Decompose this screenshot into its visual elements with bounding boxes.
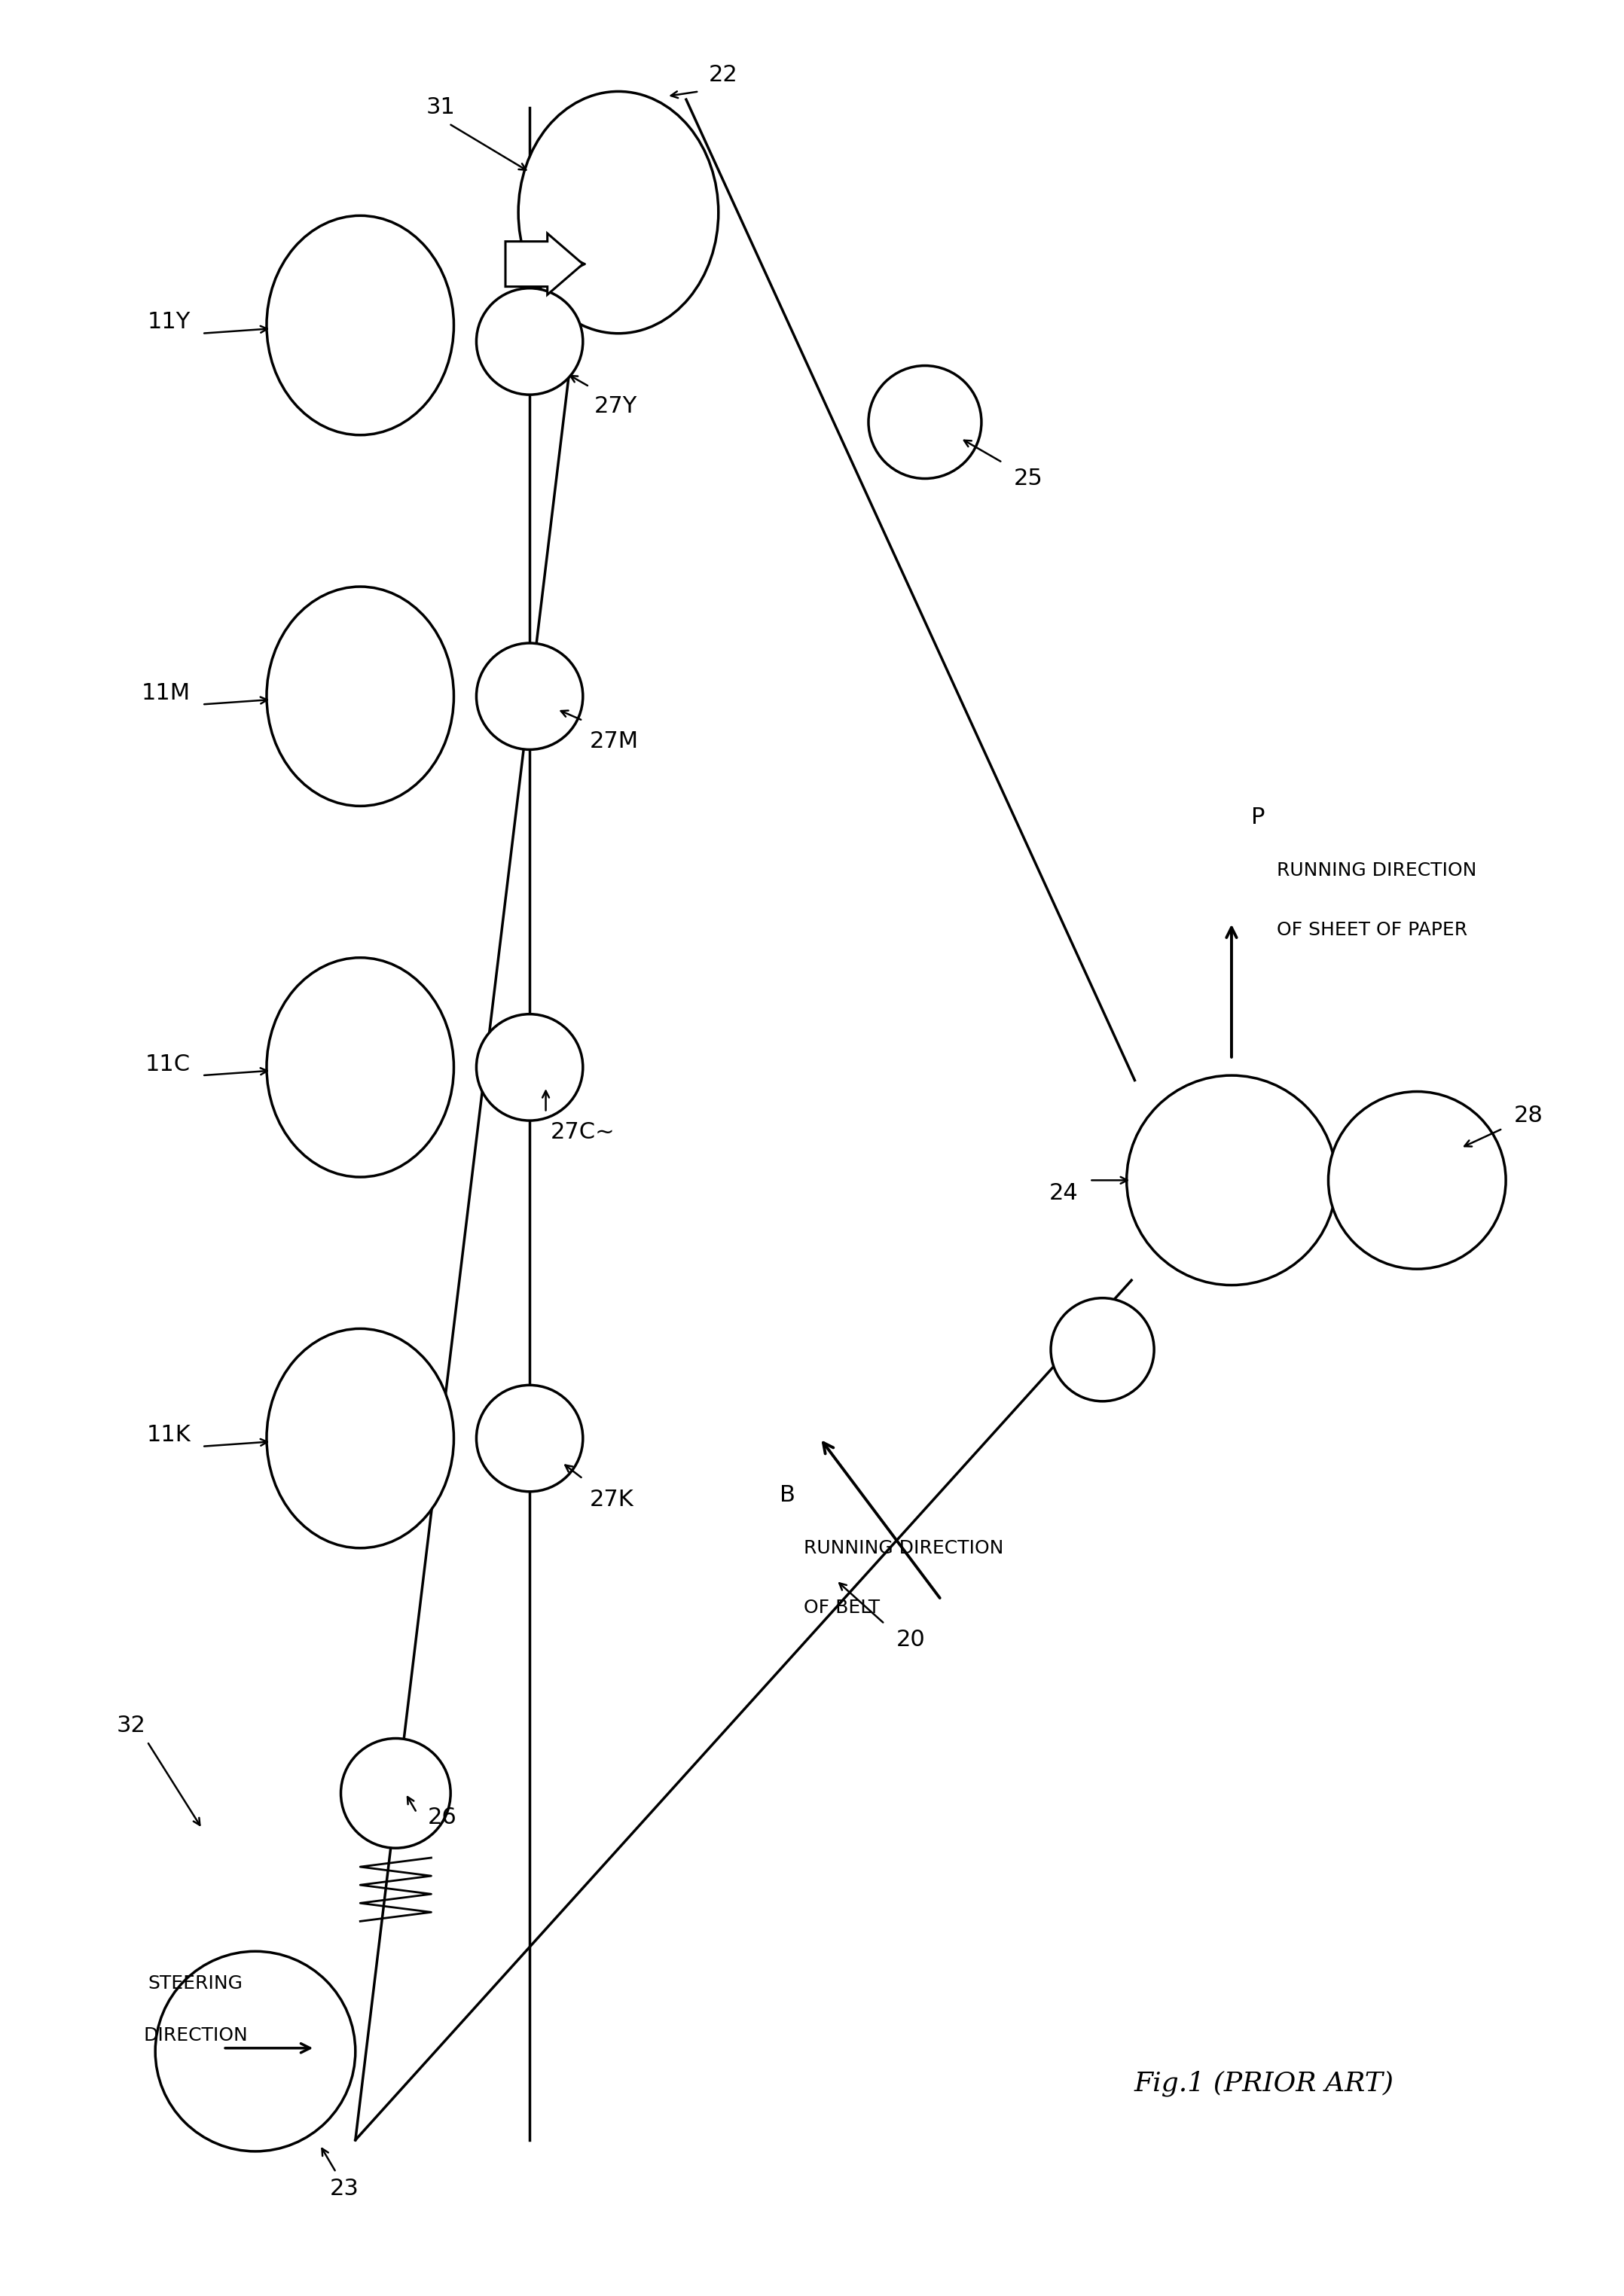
Ellipse shape (518, 92, 718, 333)
Circle shape (869, 365, 981, 478)
Circle shape (476, 1384, 583, 1492)
Ellipse shape (266, 957, 453, 1178)
Circle shape (1051, 1297, 1155, 1401)
Text: 31: 31 (425, 96, 455, 119)
Text: 26: 26 (429, 1807, 458, 1828)
Circle shape (1328, 1091, 1505, 1270)
Text: 32: 32 (117, 1715, 146, 1736)
Text: Fig.1 (PRIOR ART): Fig.1 (PRIOR ART) (1134, 2071, 1393, 2096)
Circle shape (341, 1738, 450, 1848)
Ellipse shape (266, 216, 453, 434)
Text: 27K: 27K (590, 1488, 633, 1511)
Text: 11M: 11M (141, 682, 190, 705)
Circle shape (156, 1952, 356, 2151)
Text: 28: 28 (1514, 1104, 1543, 1127)
Text: 11K: 11K (146, 1424, 190, 1446)
FancyArrow shape (505, 234, 583, 294)
Circle shape (476, 289, 583, 395)
Text: RUNNING DIRECTION: RUNNING DIRECTION (1276, 861, 1476, 879)
Text: OF SHEET OF PAPER: OF SHEET OF PAPER (1276, 921, 1468, 939)
Text: P: P (1250, 806, 1265, 829)
Circle shape (476, 1015, 583, 1120)
Circle shape (476, 643, 583, 748)
Text: 27C~: 27C~ (551, 1120, 615, 1143)
Text: 25: 25 (1013, 468, 1043, 489)
Text: 23: 23 (330, 2177, 359, 2200)
Text: OF BELT: OF BELT (804, 1598, 880, 1616)
Text: B: B (780, 1483, 796, 1506)
Text: 27Y: 27Y (594, 395, 637, 418)
Text: 24: 24 (1049, 1182, 1078, 1203)
Text: 20: 20 (896, 1630, 926, 1651)
Text: 11Y: 11Y (148, 312, 190, 333)
Text: RUNNING DIRECTION: RUNNING DIRECTION (804, 1538, 1004, 1557)
Circle shape (1127, 1075, 1337, 1286)
Ellipse shape (266, 588, 453, 806)
Text: STEERING: STEERING (148, 1975, 244, 1993)
Ellipse shape (266, 1329, 453, 1548)
Text: DIRECTION: DIRECTION (143, 2025, 248, 2043)
Text: 11C: 11C (146, 1054, 190, 1075)
Text: 22: 22 (708, 64, 737, 87)
Text: 27M: 27M (590, 730, 638, 753)
